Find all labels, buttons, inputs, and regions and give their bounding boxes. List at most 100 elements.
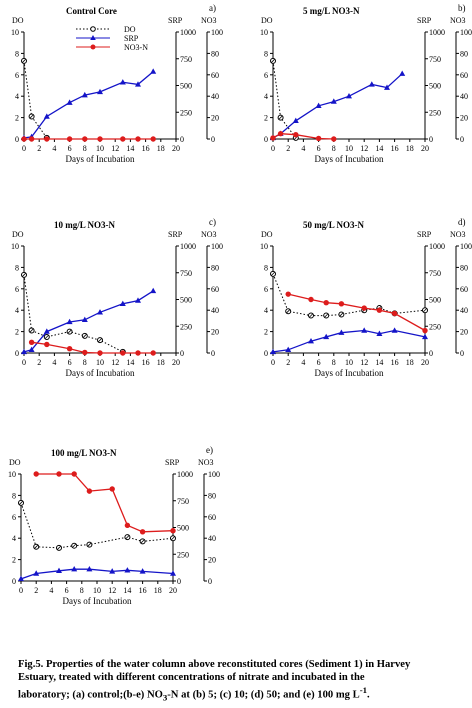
x-tick-label: 2 <box>286 358 290 367</box>
x-tick-label: 6 <box>68 358 72 367</box>
x-tick-label: 2 <box>37 144 41 153</box>
do-tick-label: 0 <box>15 135 19 144</box>
do-point-hatch <box>270 271 276 276</box>
do-tick-label: 2 <box>15 114 19 123</box>
srp-tick-label: 1000 <box>177 470 193 479</box>
no3-point <box>124 522 131 529</box>
srp-point <box>384 84 390 90</box>
do-point-hatch <box>82 333 87 338</box>
x-tick-label: 16 <box>139 586 147 595</box>
srp-tick-label: 750 <box>180 269 192 278</box>
do-tick-label: 0 <box>264 349 268 358</box>
srp-point <box>170 570 176 576</box>
srp-point <box>323 333 330 340</box>
caption-line-2: Estuary, treated with different concentr… <box>18 672 365 683</box>
do-point-hatch <box>278 115 283 120</box>
x-tick-label: 12 <box>111 144 119 153</box>
do-tick-label: 0 <box>12 577 16 586</box>
no3-tick-label: 60 <box>460 71 468 80</box>
no3-point <box>33 471 39 477</box>
srp-point <box>338 329 345 335</box>
series-line-do <box>272 273 426 317</box>
x-axis-label: Days of Incubation <box>315 154 384 164</box>
no3-point <box>135 136 141 142</box>
no3-tick-label: 100 <box>460 28 472 37</box>
do-tick-label: 6 <box>264 285 268 294</box>
srp-tick-label: 500 <box>429 296 441 305</box>
x-tick-label: 0 <box>19 586 23 595</box>
srp-point <box>18 575 24 582</box>
no3-tick-label: 40 <box>211 306 219 315</box>
srp-tick-label: 1000 <box>180 242 196 251</box>
srp-point <box>330 98 337 104</box>
do-tick-label: 10 <box>260 242 268 251</box>
srp-point <box>71 566 78 572</box>
no3-point <box>82 349 88 356</box>
series-line-srp <box>23 290 154 353</box>
do-axis-label: DO <box>261 230 273 239</box>
series-line-no3-n <box>36 473 174 533</box>
do-tick-label: 4 <box>264 92 268 101</box>
no3-tick-label: 0 <box>211 349 215 358</box>
do-point-hatch <box>270 58 276 63</box>
do-tick-label: 6 <box>264 71 268 80</box>
x-tick-label: 0 <box>22 144 26 153</box>
srp-tick-label: 250 <box>180 108 192 117</box>
no3-tick-label: 80 <box>460 263 468 272</box>
x-tick-label: 12 <box>360 358 368 367</box>
no3-tick-label: 0 <box>460 349 464 358</box>
x-tick-label: 20 <box>421 144 429 153</box>
x-tick-label: 18 <box>406 358 414 367</box>
no3-tick-label: 20 <box>211 328 219 337</box>
no3-tick-label: 80 <box>208 491 216 500</box>
no3-tick-label: 40 <box>460 92 468 101</box>
srp-point <box>422 333 428 340</box>
x-tick-label: 10 <box>345 358 353 367</box>
srp-point <box>97 309 103 315</box>
no3-point <box>139 529 146 535</box>
x-tick-label: 4 <box>49 586 53 595</box>
x-tick-label: 20 <box>172 144 180 153</box>
srp-point <box>119 79 126 85</box>
x-tick-label: 8 <box>83 358 87 367</box>
no3-point <box>28 339 35 345</box>
x-tick-label: 16 <box>142 144 150 153</box>
x-tick-label: 16 <box>142 358 150 367</box>
x-tick-label: 10 <box>96 144 104 153</box>
do-tick-label: 0 <box>15 349 19 358</box>
x-tick-label: 6 <box>317 358 321 367</box>
series-line-no3-n <box>31 341 154 354</box>
srp-tick-label: 1000 <box>429 242 445 251</box>
no3-point <box>135 350 141 356</box>
legend-marker <box>90 44 96 50</box>
x-tick-label: 2 <box>34 586 38 595</box>
x-tick-label: 6 <box>68 144 72 153</box>
no3-point <box>44 341 50 348</box>
do-point-hatch <box>44 334 49 340</box>
series-line-do <box>20 502 174 549</box>
no3-tick-label: 0 <box>460 135 464 144</box>
no3-tick-label: 100 <box>211 28 223 37</box>
x-tick-label: 2 <box>37 358 41 367</box>
srp-axis-label: SRP <box>168 230 183 239</box>
chart-title: 100 mg/L NO3-N <box>51 448 117 458</box>
x-tick-label: 18 <box>406 144 414 153</box>
srp-tick-label: 0 <box>180 349 184 358</box>
x-tick-label: 4 <box>52 358 56 367</box>
no3-point <box>120 136 126 142</box>
no3-tick-label: 40 <box>208 534 216 543</box>
srp-tick-label: 0 <box>180 135 184 144</box>
srp-tick-label: 1000 <box>180 28 196 37</box>
do-tick-label: 6 <box>15 71 19 80</box>
srp-point <box>361 327 368 333</box>
no3-point <box>270 135 276 141</box>
do-point-hatch <box>29 328 34 333</box>
no3-point <box>391 310 398 317</box>
x-tick-label: 2 <box>286 144 290 153</box>
legend-marker <box>90 26 96 32</box>
srp-point <box>66 318 73 325</box>
srp-point <box>81 316 88 323</box>
srp-tick-label: 250 <box>177 550 189 559</box>
no3-point <box>21 136 27 142</box>
do-tick-label: 2 <box>15 328 19 337</box>
